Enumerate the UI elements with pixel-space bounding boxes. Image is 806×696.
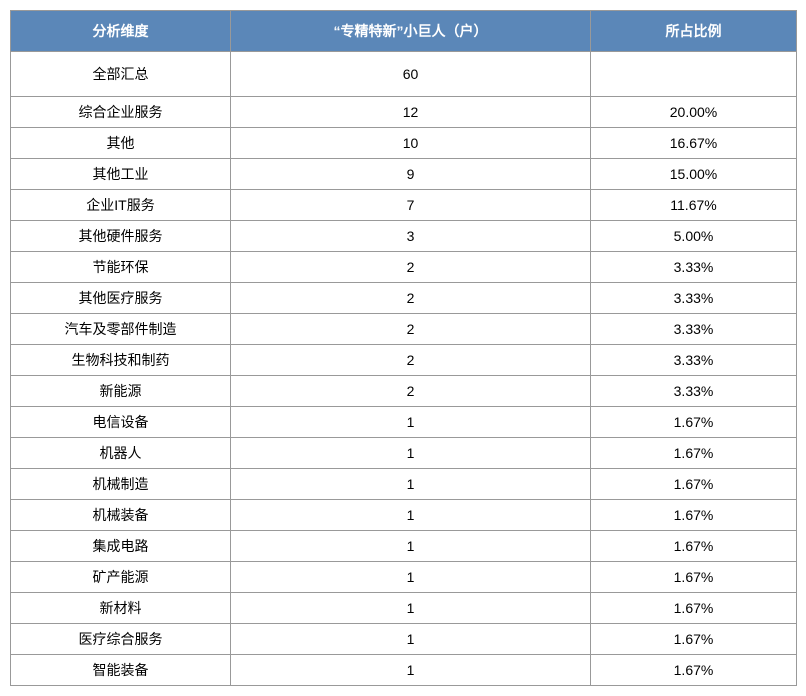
industry-table: 分析维度 “专精特新”小巨人（户） 所占比例 全部汇总 60 综合企业服务122… bbox=[10, 10, 797, 686]
col-header-count: “专精特新”小巨人（户） bbox=[231, 11, 591, 52]
cell-count: 2 bbox=[231, 252, 591, 283]
cell-dimension: 医疗综合服务 bbox=[11, 624, 231, 655]
table-row: 企业IT服务711.67% bbox=[11, 190, 797, 221]
table-row: 矿产能源11.67% bbox=[11, 562, 797, 593]
cell-dimension: 生物科技和制药 bbox=[11, 345, 231, 376]
table-row: 机械制造11.67% bbox=[11, 469, 797, 500]
cell-count: 7 bbox=[231, 190, 591, 221]
cell-percent: 1.67% bbox=[591, 407, 797, 438]
cell-count: 1 bbox=[231, 438, 591, 469]
cell-count: 3 bbox=[231, 221, 591, 252]
summary-dim: 全部汇总 bbox=[11, 52, 231, 97]
table-row: 机器人11.67% bbox=[11, 438, 797, 469]
cell-count: 1 bbox=[231, 655, 591, 686]
table-row: 其他工业915.00% bbox=[11, 159, 797, 190]
cell-dimension: 节能环保 bbox=[11, 252, 231, 283]
summary-pct bbox=[591, 52, 797, 97]
cell-dimension: 企业IT服务 bbox=[11, 190, 231, 221]
cell-dimension: 新能源 bbox=[11, 376, 231, 407]
cell-percent: 3.33% bbox=[591, 314, 797, 345]
col-header-dimension: 分析维度 bbox=[11, 11, 231, 52]
cell-percent: 1.67% bbox=[591, 655, 797, 686]
cell-count: 1 bbox=[231, 624, 591, 655]
table-row: 生物科技和制药23.33% bbox=[11, 345, 797, 376]
cell-percent: 3.33% bbox=[591, 376, 797, 407]
cell-percent: 20.00% bbox=[591, 97, 797, 128]
cell-count: 1 bbox=[231, 407, 591, 438]
col-header-percent: 所占比例 bbox=[591, 11, 797, 52]
cell-dimension: 汽车及零部件制造 bbox=[11, 314, 231, 345]
cell-count: 9 bbox=[231, 159, 591, 190]
cell-dimension: 矿产能源 bbox=[11, 562, 231, 593]
cell-percent: 16.67% bbox=[591, 128, 797, 159]
cell-percent: 3.33% bbox=[591, 252, 797, 283]
cell-dimension: 其他硬件服务 bbox=[11, 221, 231, 252]
cell-percent: 3.33% bbox=[591, 283, 797, 314]
cell-dimension: 综合企业服务 bbox=[11, 97, 231, 128]
cell-count: 2 bbox=[231, 314, 591, 345]
cell-count: 1 bbox=[231, 593, 591, 624]
table-row: 汽车及零部件制造23.33% bbox=[11, 314, 797, 345]
table-row: 电信设备11.67% bbox=[11, 407, 797, 438]
table-row: 其他1016.67% bbox=[11, 128, 797, 159]
table-row: 其他医疗服务23.33% bbox=[11, 283, 797, 314]
table-row: 新材料11.67% bbox=[11, 593, 797, 624]
cell-count: 10 bbox=[231, 128, 591, 159]
table-row: 其他硬件服务35.00% bbox=[11, 221, 797, 252]
cell-count: 1 bbox=[231, 500, 591, 531]
cell-percent: 15.00% bbox=[591, 159, 797, 190]
table-row: 集成电路11.67% bbox=[11, 531, 797, 562]
cell-count: 2 bbox=[231, 345, 591, 376]
cell-dimension: 新材料 bbox=[11, 593, 231, 624]
cell-dimension: 集成电路 bbox=[11, 531, 231, 562]
cell-count: 2 bbox=[231, 283, 591, 314]
cell-percent: 11.67% bbox=[591, 190, 797, 221]
table-row: 医疗综合服务11.67% bbox=[11, 624, 797, 655]
table-body: 全部汇总 60 综合企业服务1220.00%其他1016.67%其他工业915.… bbox=[11, 52, 797, 686]
cell-count: 1 bbox=[231, 562, 591, 593]
cell-dimension: 机械制造 bbox=[11, 469, 231, 500]
cell-dimension: 其他医疗服务 bbox=[11, 283, 231, 314]
cell-percent: 1.67% bbox=[591, 500, 797, 531]
cell-dimension: 其他 bbox=[11, 128, 231, 159]
cell-percent: 1.67% bbox=[591, 562, 797, 593]
cell-dimension: 智能装备 bbox=[11, 655, 231, 686]
cell-count: 1 bbox=[231, 469, 591, 500]
cell-percent: 5.00% bbox=[591, 221, 797, 252]
table-row: 节能环保23.33% bbox=[11, 252, 797, 283]
cell-count: 12 bbox=[231, 97, 591, 128]
cell-count: 1 bbox=[231, 531, 591, 562]
summary-row: 全部汇总 60 bbox=[11, 52, 797, 97]
cell-dimension: 电信设备 bbox=[11, 407, 231, 438]
table-row: 智能装备11.67% bbox=[11, 655, 797, 686]
cell-dimension: 机械装备 bbox=[11, 500, 231, 531]
cell-dimension: 其他工业 bbox=[11, 159, 231, 190]
table-row: 机械装备11.67% bbox=[11, 500, 797, 531]
cell-dimension: 机器人 bbox=[11, 438, 231, 469]
table-row: 综合企业服务1220.00% bbox=[11, 97, 797, 128]
summary-count: 60 bbox=[231, 52, 591, 97]
cell-percent: 1.67% bbox=[591, 531, 797, 562]
cell-count: 2 bbox=[231, 376, 591, 407]
table-row: 新能源23.33% bbox=[11, 376, 797, 407]
cell-percent: 1.67% bbox=[591, 469, 797, 500]
table-header: 分析维度 “专精特新”小巨人（户） 所占比例 bbox=[11, 11, 797, 52]
cell-percent: 1.67% bbox=[591, 593, 797, 624]
cell-percent: 1.67% bbox=[591, 624, 797, 655]
cell-percent: 3.33% bbox=[591, 345, 797, 376]
cell-percent: 1.67% bbox=[591, 438, 797, 469]
